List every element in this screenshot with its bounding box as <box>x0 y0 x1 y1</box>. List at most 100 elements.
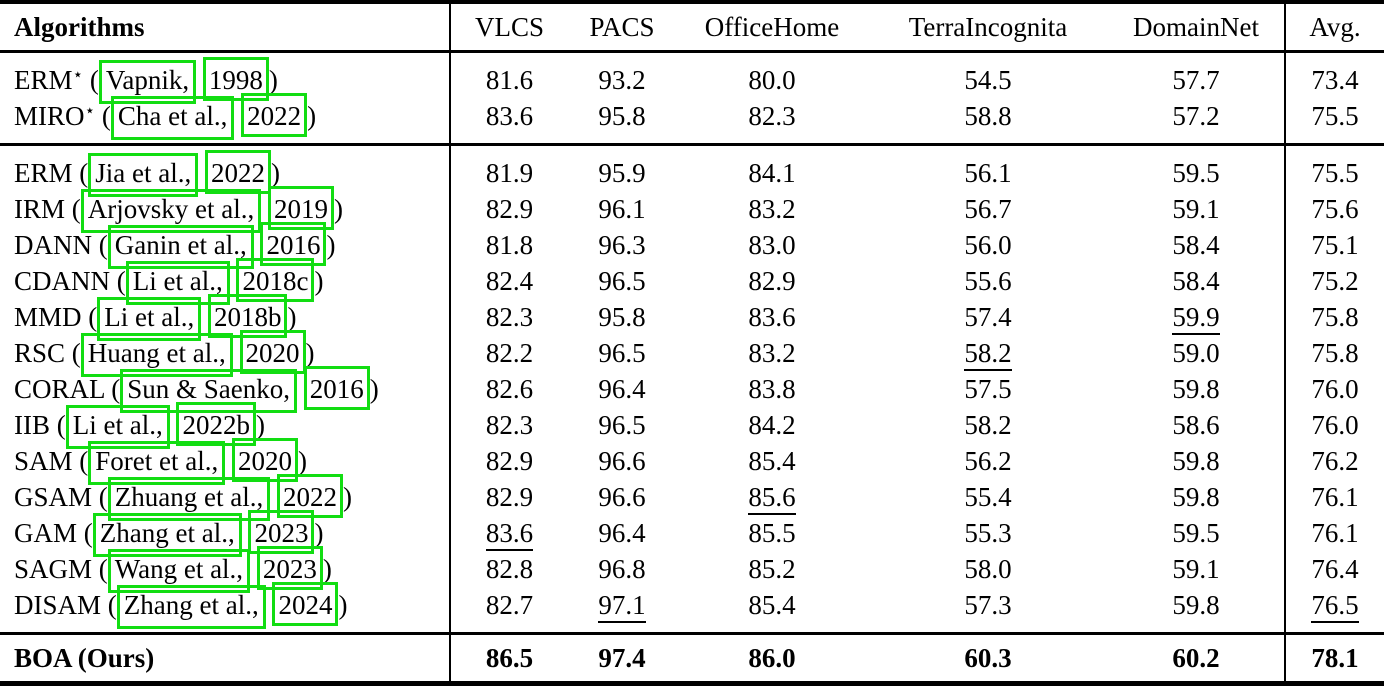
algorithm-cell: DISAM (Zhang et al., 2024) <box>0 582 451 634</box>
citation-link-author[interactable]: Zhuang et al., <box>107 477 271 521</box>
algorithm-cell: IRM (Arjovsky et al., 2019) <box>0 186 451 233</box>
citation-link-year[interactable]: 2023 <box>256 546 323 590</box>
metric-cell: 56.0 <box>868 227 1108 263</box>
metric-cell: 82.9 <box>450 479 568 515</box>
algorithm-cell: GAM (Zhang et al., 2023) <box>0 510 451 557</box>
metric-cell: 59.8 <box>1108 371 1285 407</box>
metric-value: 82.3 <box>748 101 796 131</box>
metric-cell: 96.8 <box>568 551 676 587</box>
citation-link-year[interactable]: 2019 <box>268 186 334 230</box>
algorithm-name: CORAL <box>14 374 105 404</box>
metric-value: 57.3 <box>964 590 1012 620</box>
citation-link-author[interactable]: Huang et al., <box>80 333 233 377</box>
metric-cell: 59.0 <box>1108 335 1285 371</box>
metric-cell: 57.5 <box>868 371 1108 407</box>
citation-link-year[interactable]: 2022 <box>204 150 271 194</box>
citation-link-author[interactable]: Arjovsky et al., <box>80 189 262 233</box>
metric-cell: 57.4 <box>868 299 1108 335</box>
citation-link-year[interactable]: 2018b <box>207 294 288 338</box>
citation-link-author[interactable]: Ganin et al., <box>107 225 254 269</box>
algorithm-name: GAM <box>14 518 78 548</box>
metric-cell: 97.4 <box>568 634 676 684</box>
metric-cell: 83.0 <box>676 227 868 263</box>
table-row: IIB (Li et al., 2022b) 82.3 96.5 84.2 58.2 58… <box>0 402 1384 449</box>
algorithm-cell: IIB (Li et al., 2022b) <box>0 402 451 449</box>
avg-value: 75.6 <box>1311 194 1359 224</box>
metric-cell: 58.0 <box>868 551 1108 587</box>
citation-link-year[interactable]: 2023 <box>248 510 315 554</box>
avg-cell: 75.1 <box>1284 227 1384 263</box>
citation-link-author[interactable]: Li et al., <box>125 261 230 305</box>
metric-cell: 82.9 <box>676 263 868 299</box>
metric-value: 59.5 <box>1172 158 1220 188</box>
citation-link-author[interactable]: Wang et al., <box>107 549 251 593</box>
table-row: ERM (Jia et al., 2022) 81.9 95.9 84.1 56.1 59… <box>0 144 1384 197</box>
algorithm-cell: CDANN (Li et al., 2018c) <box>0 258 451 305</box>
avg-cell: 75.2 <box>1284 263 1384 299</box>
citation-link-author[interactable]: Zhang et al., <box>92 513 242 557</box>
metric-value: 85.4 <box>748 446 796 476</box>
metric-cell: 59.8 <box>1108 479 1285 515</box>
citation-link-year[interactable]: 2022b <box>176 402 256 446</box>
citation-link-author[interactable]: Sun & Saenko, <box>120 369 298 413</box>
metric-value: 95.8 <box>598 302 646 332</box>
metric-cell: 86.0 <box>676 634 868 684</box>
metric-cell: 56.1 <box>868 145 1108 192</box>
citation-link-year[interactable]: 2016 <box>303 366 370 410</box>
metric-cell: 59.5 <box>1108 515 1285 551</box>
col-header-domainnet: DomainNet <box>1133 12 1259 42</box>
metric-value: 96.4 <box>598 374 646 404</box>
table-row: IRM (Arjovsky et al., 2019) 82.9 96.1 83.2 5… <box>0 186 1384 233</box>
citation-link-author[interactable]: Li et al., <box>65 405 170 449</box>
table-row: DISAM (Zhang et al., 2024) 82.7 97.1 85.4 57… <box>0 582 1384 634</box>
metric-cell: 57.3 <box>868 587 1108 634</box>
citation-link-author[interactable]: Zhang et al., <box>116 585 266 629</box>
metric-cell: 82.3 <box>450 407 568 443</box>
metric-value: 83.6 <box>748 302 796 332</box>
citation-link-year[interactable]: 2016 <box>260 222 327 266</box>
metric-value: 84.2 <box>748 410 796 440</box>
citation-link-year[interactable]: 2022 <box>276 474 343 518</box>
citation-link-year[interactable]: 2020 <box>239 330 306 374</box>
metric-cell: 85.4 <box>676 587 868 634</box>
metric-cell: 86.5 <box>450 634 568 684</box>
metric-value: 56.7 <box>964 194 1012 224</box>
citation-link-author[interactable]: Cha et al., <box>110 96 235 140</box>
avg-cell: 76.2 <box>1284 443 1384 479</box>
metric-value: 59.8 <box>1172 590 1220 620</box>
metric-value: 86.0 <box>748 643 796 673</box>
citation-link-year[interactable]: 2024 <box>272 582 339 626</box>
metric-cell: 81.6 <box>450 52 568 99</box>
metric-value: 59.5 <box>1172 518 1220 548</box>
table-row: GSAM (Zhuang et al., 2022) 82.9 96.6 85.6 55… <box>0 474 1384 521</box>
metric-value: 82.6 <box>485 374 534 404</box>
metric-value: 59.0 <box>1172 338 1220 368</box>
metric-cell: 56.2 <box>868 443 1108 479</box>
metric-value: 58.0 <box>964 554 1012 584</box>
metric-value: 96.8 <box>598 554 646 584</box>
metric-cell: 96.5 <box>568 407 676 443</box>
metric-cell: 96.5 <box>568 335 676 371</box>
metric-cell: 83.2 <box>676 191 868 227</box>
citation-link-year[interactable]: 2018c <box>236 258 315 302</box>
citation-link-year[interactable]: 2022 <box>241 93 308 137</box>
citation-link-author[interactable]: Vapnik, <box>98 60 197 104</box>
metric-value: 59.9 <box>1172 302 1220 335</box>
citation-link-author[interactable]: Foret et al., <box>88 441 226 485</box>
citation-link-year[interactable]: 1998 <box>202 57 269 101</box>
metric-value: 82.7 <box>485 590 534 620</box>
metric-cell: 96.1 <box>568 191 676 227</box>
citation-link-author[interactable]: Jia et al., <box>88 153 199 197</box>
metric-value: 84.1 <box>748 158 796 188</box>
metric-value: 85.6 <box>748 482 796 515</box>
metric-value: 82.8 <box>485 554 534 584</box>
metric-value: 83.2 <box>748 194 796 224</box>
citation-link-year[interactable]: 2020 <box>232 438 298 482</box>
metric-cell: 96.6 <box>568 479 676 515</box>
metric-cell: 85.2 <box>676 551 868 587</box>
citation-link-author[interactable]: Li et al., <box>97 297 202 341</box>
algorithm-cell: ERM⋆ (Vapnik, 1998) <box>0 51 451 104</box>
table-row: ERM⋆ (Vapnik, 1998) 81.6 93.2 80.0 54.5 57.7 7… <box>0 51 1384 104</box>
table-row: CORAL (Sun & Saenko, 2016) 82.6 96.4 83.8 57… <box>0 366 1384 413</box>
algorithm-name: DISAM <box>14 590 102 620</box>
